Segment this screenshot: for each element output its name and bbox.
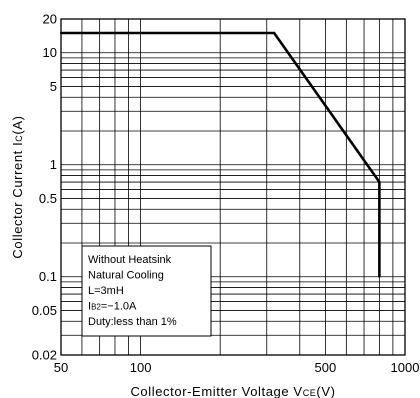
y-tick-label-10: 10 <box>43 45 57 60</box>
y-tick-label-0.5: 0.5 <box>39 191 57 206</box>
series-line-0 <box>61 31 381 277</box>
x-axis-ticks: 50 100 500 1000 <box>54 360 420 375</box>
y-tick-label-5: 5 <box>50 79 57 94</box>
annotation-line-2: L=3mH <box>88 285 124 297</box>
y-axis-label-main: Collector Current I <box>10 142 25 259</box>
series-point-0-2 <box>378 180 381 184</box>
x-tick-label-500: 500 <box>315 360 337 375</box>
series-point-0-1 <box>273 31 276 35</box>
annotation: Without Heatsink Natural Cooling L=3mH IB2=… <box>81 245 212 337</box>
y-tick-label-0.1: 0.1 <box>39 269 57 284</box>
y-axis-ticks: 0.02 0.05 0.1 0.5 1 5 10 20 <box>32 12 57 363</box>
annotation-line-3-value: =−1.0A <box>101 301 137 313</box>
x-tick-label-50: 50 <box>54 360 68 375</box>
x-tick-label-100: 100 <box>130 360 152 375</box>
y-tick-label-0.02: 0.02 <box>32 348 57 363</box>
annotation-line-4: Duty:less than 1% <box>88 316 177 328</box>
y-axis-label: Collector Current IC(A) <box>10 115 25 258</box>
plot-frame <box>60 18 406 356</box>
x-axis-label-main: Collector-Emitter Voltage V <box>130 384 302 398</box>
series-point-0-0 <box>59 31 63 35</box>
y-axis-label-unit: (A) <box>10 115 25 134</box>
y-axis-label-sub: C <box>14 135 24 142</box>
series-layer <box>59 31 381 278</box>
y-tick-label-20: 20 <box>43 12 57 27</box>
x-tick-label-1000: 1000 <box>391 360 420 375</box>
annotation-line-3-subscript: B2 <box>91 303 101 312</box>
annotation-line-3-symbol: I <box>88 301 91 313</box>
grid <box>61 19 405 355</box>
annotation-line-3: IB2=−1.0A <box>88 301 137 313</box>
annotation-line-1: Natural Cooling <box>88 270 164 282</box>
annotation-line-0: Without Heatsink <box>88 254 172 266</box>
annotation-box <box>81 245 212 337</box>
x-axis-label-unit: (V) <box>316 384 335 398</box>
y-tick-label-1: 1 <box>50 157 57 172</box>
y-tick-label-0.05: 0.05 <box>32 303 57 318</box>
x-axis-label: Collector-Emitter Voltage VCE(V) <box>130 384 335 398</box>
series-point-0-3 <box>378 275 381 278</box>
x-axis-label-sub: CE <box>303 388 317 398</box>
